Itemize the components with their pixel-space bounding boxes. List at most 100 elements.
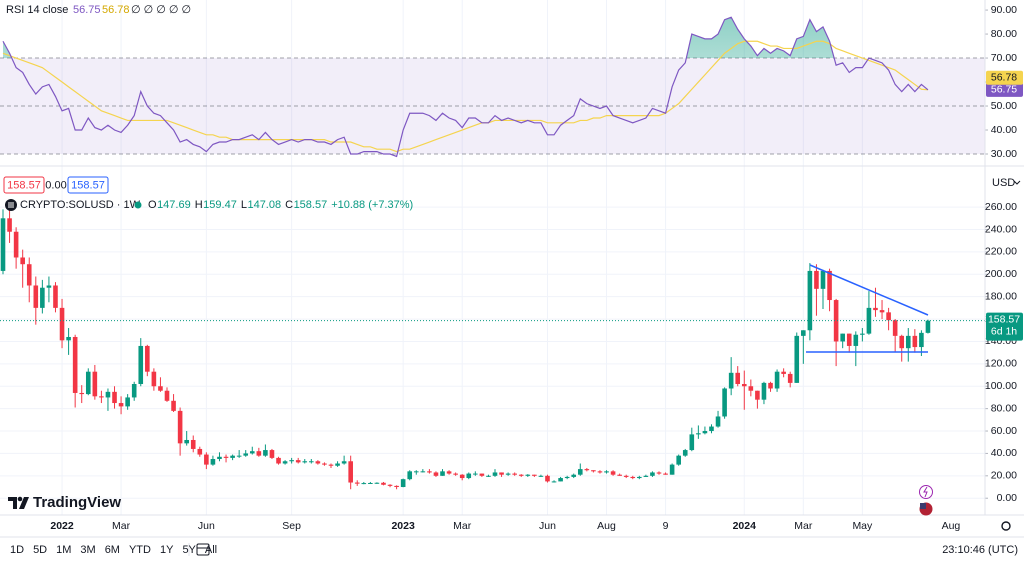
range-button[interactable]: 1M [56,544,71,556]
candle-body [860,333,865,335]
ohlc-key: L [241,199,247,211]
candle-body [151,371,157,387]
candle-body [217,456,222,460]
y-tick-label: 40.00 [991,447,1017,459]
indicator-value: 56.75 [73,4,101,16]
candle-body [715,416,721,427]
bar-countdown: 6d 1h [991,325,1017,337]
range-button[interactable]: 5D [33,544,47,556]
candle-body [755,390,760,400]
x-tick-label: Mar [112,520,131,532]
indicator-title[interactable]: RSI 14 close [6,4,68,16]
candle-body [138,345,144,385]
ohlc-key: C [285,199,293,211]
trend-line[interactable] [809,264,929,316]
candle-body [197,448,203,455]
candle-body [735,372,741,385]
range-button[interactable]: 6M [105,544,120,556]
candle-body [761,382,767,400]
candle-body [669,464,675,475]
y-tick-label: 0.00 [997,492,1018,504]
x-tick-label: 9 [663,520,669,532]
candle-body [440,471,445,476]
value-box [986,70,1023,85]
buy-price[interactable]: 158.57 [71,179,105,191]
candle-body [466,473,472,479]
candle-body [630,476,636,479]
last-price-box [986,312,1023,341]
candle-body [892,320,898,336]
candle-body [20,257,25,265]
range-button[interactable]: 3M [80,544,95,556]
grid-layer [0,0,988,515]
candle-body [545,475,550,482]
candle-body [315,461,321,464]
candle-body [794,335,800,383]
candle-body [912,335,918,348]
symbol-title[interactable]: CRYPTO:SOLUSD · 1W [20,199,141,211]
ohlc-legend: O 147.69 H 159.47 L 147.08 C 158.57 +10.88 (+7.3… [148,199,413,211]
ohlc-key: H [195,199,203,211]
candle-body [236,455,242,457]
candle-body [85,371,91,395]
x-tick-label: Aug [597,520,616,532]
x-tick-label: Mar [794,520,813,532]
candle-body [269,450,275,458]
candle-body [833,300,839,342]
candle-body [518,474,524,476]
range-button[interactable]: 1Y [160,544,174,556]
candle-body [591,470,596,472]
currency[interactable]: USD [992,177,1015,189]
logo-dot [17,496,23,502]
text-layer: 0.0020.0040.0060.0080.00100.00120.00140.… [50,4,1023,532]
range-button[interactable]: 5Y [182,544,196,556]
candle-body [702,431,708,434]
x-tick-label: Mar [453,520,472,532]
flag-canton [920,503,926,509]
candle-body [368,482,373,484]
value-box [986,82,1023,97]
y-tick-label: 200.00 [985,268,1017,280]
candle-body [564,476,570,479]
candle-body [374,482,380,484]
candle-body [807,270,813,331]
x-tick-label: 2024 [733,520,757,532]
candle-body [571,474,577,477]
candle-body [328,464,334,466]
candle-body [512,473,517,475]
candle-body [643,475,649,477]
symbol-icon-mark [8,202,14,208]
candle-body [13,231,19,258]
overbought-fill [3,17,835,59]
candle-body [361,483,367,485]
candle-body [689,434,695,451]
candle-body [276,457,281,464]
y-tick-label: 180.00 [985,290,1017,302]
range-button[interactable]: YTD [129,544,151,556]
candle-body [79,392,85,395]
candle-body [650,472,655,476]
y-tick-label: 100.00 [985,380,1017,392]
candle-body [709,426,714,432]
candle-body [348,461,353,483]
sell-price[interactable]: 158.57 [7,179,41,191]
candle-body [532,474,537,476]
change: +10.88 (+7.37%) [331,199,413,211]
candle-body [118,403,124,407]
candle-body [827,270,832,301]
sell-box[interactable] [3,176,45,194]
range-button[interactable]: All [205,544,217,556]
range-button[interactable]: 1D [10,544,24,556]
date-range-icon[interactable] [196,543,210,556]
candle-body [92,371,98,397]
settings-icon[interactable] [1001,521,1011,531]
candle-body [46,285,52,288]
y-tick-label: 50.00 [991,100,1017,112]
candle-body [623,475,629,477]
rsi-line [2,16,929,158]
candle-body [663,473,668,475]
candle-body [866,307,872,334]
candle-body [249,451,255,454]
buy-box[interactable] [67,176,109,194]
